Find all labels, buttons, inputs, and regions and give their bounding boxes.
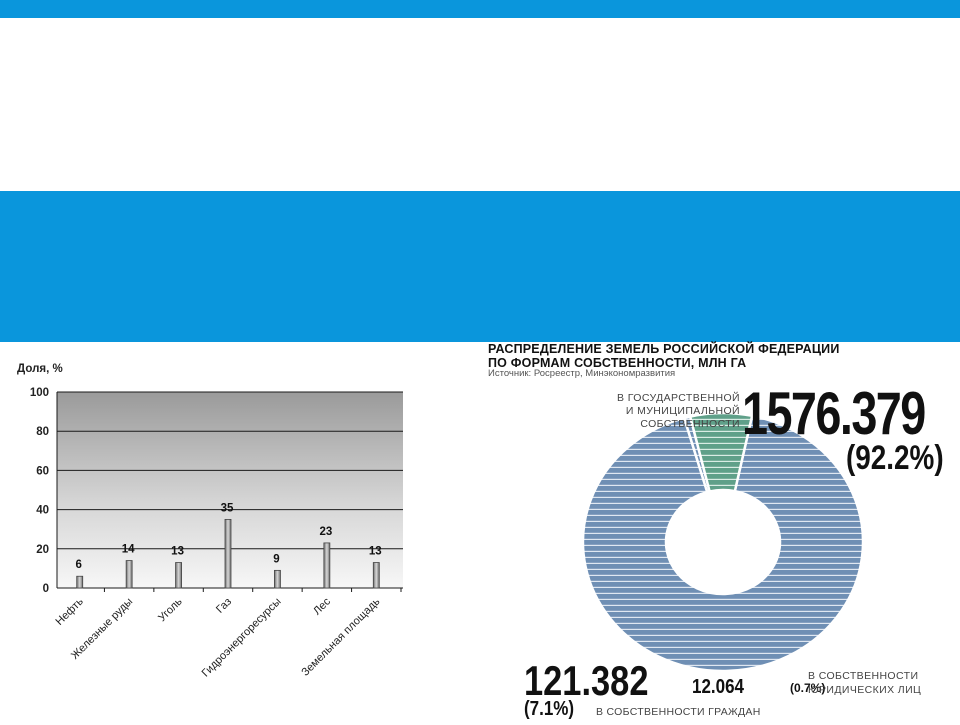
panel-divider	[478, 342, 486, 720]
x-category-label: Лес	[311, 595, 333, 617]
title-accent-band	[0, 191, 960, 342]
state-label-line-1: В ГОСУДАРСТВЕННОЙ	[617, 392, 740, 404]
donut-chart	[581, 411, 865, 673]
x-category-label: Уголь	[156, 595, 185, 624]
bar-value-label: 13	[171, 546, 184, 558]
donut-title-line-1: РАСПРЕДЕЛЕНИЕ ЗЕМЕЛЬ РОССИЙСКОЙ ФЕДЕРАЦИ…	[488, 342, 840, 356]
citizens-ownership-label: В СОБСТВЕННОСТИ ГРАЖДАН	[596, 706, 761, 718]
legal-entities-label: В СОБСТВЕННОСТИ ЮРИДИЧЕСКИХ ЛИЦ	[808, 669, 921, 697]
legal-entities-percent: (0.7%)	[790, 681, 826, 695]
y-tick-label: 80	[36, 426, 49, 438]
y-axis-label: Доля, %	[17, 363, 63, 375]
bar-value-label: 9	[273, 553, 279, 565]
state-ownership-label: В ГОСУДАРСТВЕННОЙ И МУНИЦИПАЛЬНОЙ СОБСТВ…	[617, 392, 740, 431]
bar	[125, 560, 133, 589]
bar-value-label: 6	[76, 559, 82, 571]
citizens-ownership-value: 121.382	[524, 657, 649, 704]
donut-slice	[581, 414, 865, 673]
bar-value-label: 14	[122, 544, 135, 556]
donut-chart-panel: РАСПРЕДЕЛЕНИЕ ЗЕМЕЛЬ РОССИЙСКОЙ ФЕДЕРАЦИ…	[486, 342, 960, 720]
bar-value-label: 23	[319, 526, 332, 538]
donut-title-line-2: ПО ФОРМАМ СОБСТВЕННОСТИ, МЛН ГА	[488, 356, 747, 370]
donut-source-note: Источник: Росреестр, Минэкономразвития	[488, 368, 676, 379]
y-tick-label: 60	[36, 465, 49, 477]
bar	[76, 575, 84, 589]
legal-label-line-1: В СОБСТВЕННОСТИ	[808, 670, 919, 682]
bar	[274, 569, 281, 589]
x-category-label: Газ	[214, 596, 234, 616]
bar-value-label: 13	[369, 546, 382, 558]
state-ownership-value: 1576.379	[742, 380, 926, 447]
y-tick-label: 100	[30, 387, 49, 399]
bar-chart-panel: Доля, % 6 14 13 35 9 23 13 0 20 40 60 80 100 Нефть Ж…	[0, 342, 478, 720]
citizens-ownership-percent: (7.1%)	[524, 698, 575, 720]
state-label-line-2: И МУНИЦИПАЛЬНОЙ	[625, 405, 740, 417]
bar	[323, 542, 331, 589]
bar	[372, 562, 380, 589]
state-label-line-3: СОБСТВЕННОСТИ	[640, 418, 740, 430]
donut-chart-title: РАСПРЕДЕЛЕНИЕ ЗЕМЕЛЬ РОССИЙСКОЙ ФЕДЕРАЦИ…	[488, 342, 840, 370]
top-accent-band	[0, 0, 960, 18]
donut-slice	[688, 411, 754, 493]
legal-entities-value: 12.064	[692, 676, 744, 698]
bar	[224, 518, 232, 589]
bar	[175, 562, 182, 589]
x-category-label: Гидроэнергоресурсы	[200, 596, 284, 680]
y-tick-label: 40	[36, 505, 49, 517]
legal-label-line-2: ЮРИДИЧЕСКИХ ЛИЦ	[808, 684, 922, 696]
y-tick-label: 20	[36, 544, 49, 556]
state-ownership-percent: (92.2%)	[846, 439, 944, 477]
bar-value-label: 35	[221, 502, 234, 514]
y-tick-label: 0	[43, 583, 49, 595]
x-category-label: Нефть	[54, 595, 86, 627]
